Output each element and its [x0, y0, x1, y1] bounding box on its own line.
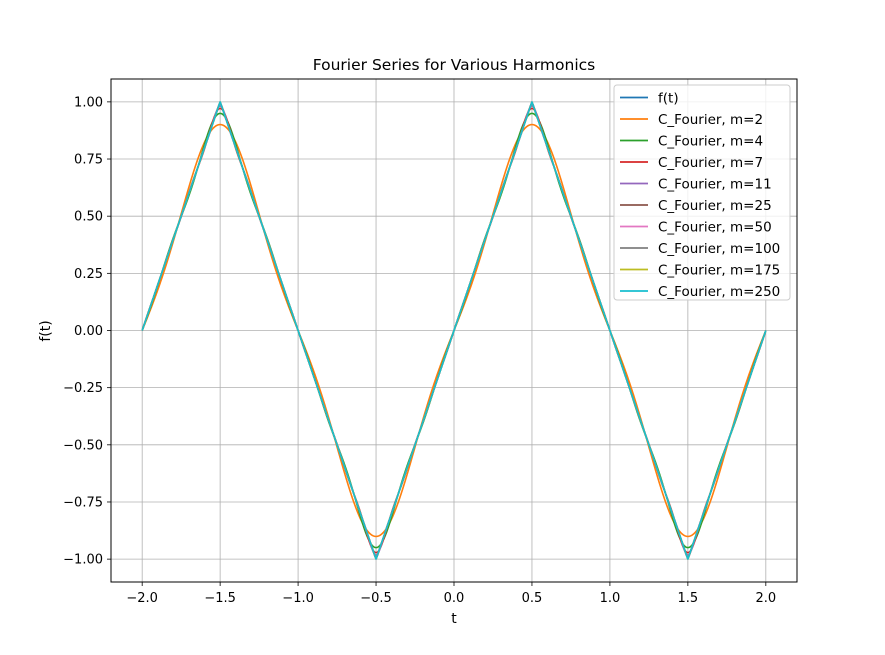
legend-entry: C_Fourier, m=2 [658, 112, 763, 128]
x-tick-label: −1.0 [282, 591, 314, 606]
legend-box [613, 84, 791, 301]
legend-entry: C_Fourier, m=100 [658, 241, 780, 257]
y-tick-label: −0.25 [63, 381, 103, 396]
legend: f(t) C_Fourier, m=2 C_Fourier, m=4 C_Fourie… [613, 84, 791, 301]
x-axis-ticks: −2.0 −1.5 −1.0 −0.5 0.0 0.5 1.0 1.5 2.0 [126, 582, 776, 606]
y-tick-label: −0.50 [63, 438, 103, 453]
y-tick-label: 0.00 [74, 324, 103, 339]
legend-entry: C_Fourier, m=11 [658, 176, 772, 192]
x-tick-label: 1.5 [678, 591, 699, 606]
y-axis-label: f(t) [38, 320, 54, 341]
y-tick-label: −0.75 [63, 495, 103, 510]
x-tick-label: 2.0 [755, 591, 776, 606]
y-tick-label: 0.25 [74, 267, 103, 282]
legend-entry: C_Fourier, m=175 [658, 262, 780, 278]
x-tick-label: −0.5 [360, 591, 392, 606]
series-line-9 [141, 101, 767, 560]
x-tick-label: 0.5 [522, 591, 543, 606]
y-axis-ticks: −1.00 −0.75 −0.50 −0.25 0.00 0.25 0.50 0.75 1.00 [63, 95, 111, 568]
x-tick-label: 0.0 [444, 591, 465, 606]
y-tick-label: 0.50 [74, 210, 103, 225]
x-tick-label: 1.0 [600, 591, 621, 606]
x-tick-label: −1.5 [204, 591, 236, 606]
chart-title: Fourier Series for Various Harmonics [313, 56, 595, 74]
series-lines [141, 101, 767, 560]
y-tick-label: 0.75 [74, 153, 103, 168]
legend-entry: C_Fourier, m=4 [658, 133, 763, 149]
legend-entry: C_Fourier, m=250 [658, 284, 780, 300]
legend-entry: C_Fourier, m=50 [658, 219, 772, 235]
legend-entry: C_Fourier, m=7 [658, 155, 763, 171]
legend-entry: C_Fourier, m=25 [658, 198, 772, 214]
x-axis-label: t [451, 611, 457, 627]
y-tick-label: 1.00 [74, 95, 103, 110]
x-tick-label: −2.0 [126, 591, 158, 606]
legend-entry: f(t) [658, 90, 679, 106]
y-tick-label: −1.00 [63, 553, 103, 568]
